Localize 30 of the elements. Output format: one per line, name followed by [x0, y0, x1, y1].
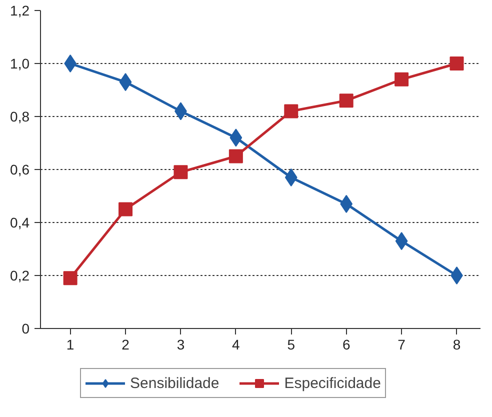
legend-label: Sensibilidade — [130, 374, 220, 392]
x-tick-label: 4 — [232, 336, 240, 352]
x-tick-label: 5 — [287, 336, 296, 352]
x-tick-label: 6 — [342, 336, 350, 352]
point — [230, 128, 242, 147]
point — [284, 104, 298, 118]
y-tick-label: 1,0 — [10, 56, 30, 72]
point — [339, 94, 354, 108]
x-tick-label: 8 — [452, 336, 461, 352]
x-tick-label: 2 — [122, 336, 130, 352]
y-tick-label: 0,8 — [10, 108, 30, 124]
point — [119, 73, 132, 92]
point — [228, 149, 243, 164]
x-tick-label: 7 — [398, 336, 406, 352]
y-tick-label: 1,2 — [10, 2, 30, 18]
point — [450, 56, 464, 70]
point — [174, 165, 188, 180]
point — [394, 72, 409, 86]
y-tick-label: 0,6 — [10, 162, 30, 178]
y-tick-label: 0,4 — [10, 214, 30, 230]
point — [284, 168, 298, 186]
y-tick-label: 0,2 — [10, 268, 30, 284]
point — [340, 194, 353, 213]
x-tick-label: 1 — [66, 336, 74, 352]
point — [118, 202, 133, 216]
y-tick-label: 0 — [22, 320, 30, 336]
point — [63, 271, 78, 286]
legend-label: Especificidade — [284, 374, 381, 392]
x-tick-label: 3 — [176, 336, 185, 352]
point — [395, 232, 408, 250]
